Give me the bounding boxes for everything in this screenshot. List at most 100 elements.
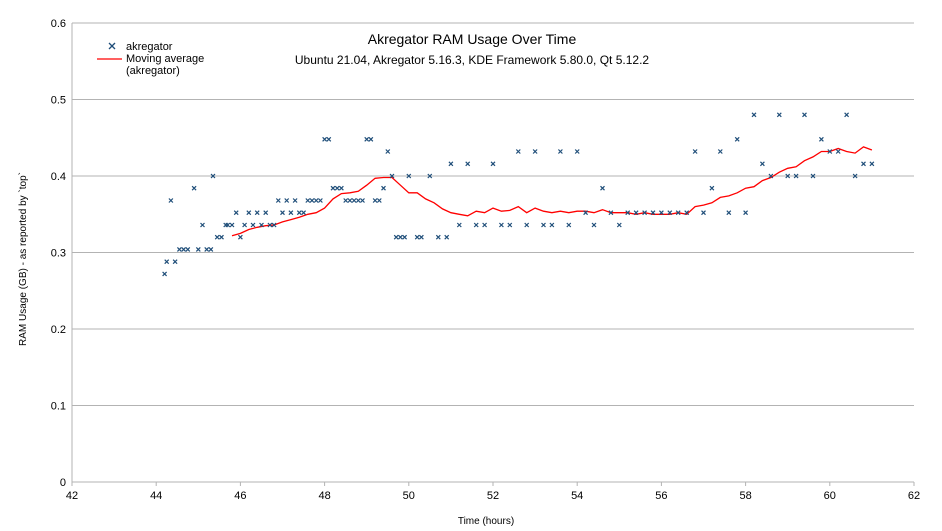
data-point: [168, 198, 174, 203]
x-tick-label: 60: [824, 490, 836, 502]
data-point: [330, 185, 336, 191]
data-point: [263, 210, 269, 216]
data-point: [334, 185, 340, 191]
data-point: [650, 210, 656, 216]
data-point: [284, 198, 290, 203]
data-point: [360, 198, 365, 203]
data-point: [667, 210, 673, 216]
y-tick-label: 0.4: [51, 171, 66, 183]
data-point: [200, 222, 205, 228]
data-point: [372, 198, 378, 203]
data-point: [355, 198, 361, 203]
data-point: [810, 173, 816, 179]
data-point: [237, 234, 243, 240]
data-point: [351, 198, 357, 203]
akregator-series: [162, 112, 875, 277]
data-point: [549, 222, 555, 228]
data-point: [583, 210, 589, 216]
data-point: [233, 210, 239, 216]
data-point: [658, 210, 664, 216]
data-point: [751, 112, 757, 118]
data-point: [852, 173, 858, 179]
data-point: [172, 259, 178, 265]
data-point: [418, 234, 424, 240]
x-tick-label: 42: [66, 490, 78, 502]
data-point: [376, 198, 382, 203]
data-point: [541, 222, 546, 228]
x-axis-label: Time (hours): [458, 516, 514, 527]
data-point: [191, 185, 197, 191]
data-point: [254, 210, 260, 216]
data-point: [490, 161, 496, 167]
data-point: [574, 149, 580, 154]
data-point: [292, 198, 298, 203]
data-point: [406, 173, 412, 179]
data-point: [498, 222, 504, 228]
chart-title: Akregator RAM Usage Over Time: [368, 31, 577, 47]
x-tick-label: 62: [908, 490, 920, 502]
data-point: [271, 222, 277, 228]
data-point: [827, 149, 833, 154]
legend-label-akregator: akregator: [126, 41, 173, 53]
data-point: [313, 198, 319, 203]
axes: [71, 23, 915, 486]
data-point: [600, 185, 605, 191]
x-tick-label: 56: [655, 490, 667, 502]
data-point: [427, 173, 433, 179]
data-point: [250, 222, 256, 228]
data-point: [181, 246, 187, 252]
data-point: [818, 136, 824, 142]
data-point: [343, 198, 349, 203]
legend-label-moving-average: Moving average (akregator): [126, 53, 207, 77]
y-tick-label: 0.2: [51, 324, 66, 336]
data-point: [785, 173, 791, 179]
data-point: [381, 185, 386, 191]
data-point: [684, 210, 690, 216]
data-point: [210, 173, 216, 179]
data-point: [317, 198, 323, 203]
data-point: [726, 210, 732, 216]
data-point: [393, 234, 399, 240]
data-point: [616, 222, 622, 228]
data-point: [195, 246, 201, 252]
data-point: [267, 222, 273, 228]
data-point: [861, 161, 866, 167]
data-point: [717, 149, 723, 154]
x-tick-label: 48: [318, 490, 330, 502]
data-point: [347, 198, 353, 203]
legend-label-moving-average-line2: (akregator): [126, 65, 180, 77]
x-tick-label: 52: [487, 490, 499, 502]
data-point: [214, 234, 220, 240]
data-point: [456, 222, 462, 228]
data-point: [225, 222, 231, 228]
x-tick-label: 46: [234, 490, 246, 502]
data-point: [414, 234, 420, 240]
data-point: [675, 210, 681, 216]
y-tick-label: 0.6: [51, 18, 66, 30]
data-point: [338, 185, 344, 191]
data-point: [448, 161, 454, 167]
data-point: [219, 234, 224, 240]
data-point: [692, 149, 698, 154]
data-point: [229, 222, 235, 228]
data-point: [709, 185, 715, 191]
data-point: [482, 222, 488, 228]
data-point: [164, 259, 170, 265]
y-tick-label: 0: [60, 477, 66, 489]
data-point: [633, 210, 639, 216]
chart-subtitle: Ubuntu 21.04, Akregator 5.16.3, KDE Fram…: [295, 53, 650, 67]
data-point: [185, 246, 191, 252]
data-point: [768, 173, 774, 179]
data-point: [309, 198, 315, 203]
data-point: [301, 210, 307, 216]
data-point: [288, 210, 294, 216]
x-tick-labels: 42 44 46 48 50 52 54 56 58 60 62: [66, 490, 920, 502]
y-tick-label: 0.5: [51, 95, 66, 107]
data-point: [465, 161, 471, 167]
data-point: [802, 112, 807, 118]
data-point: [759, 161, 765, 167]
data-point: [322, 136, 328, 142]
data-point: [507, 222, 513, 228]
